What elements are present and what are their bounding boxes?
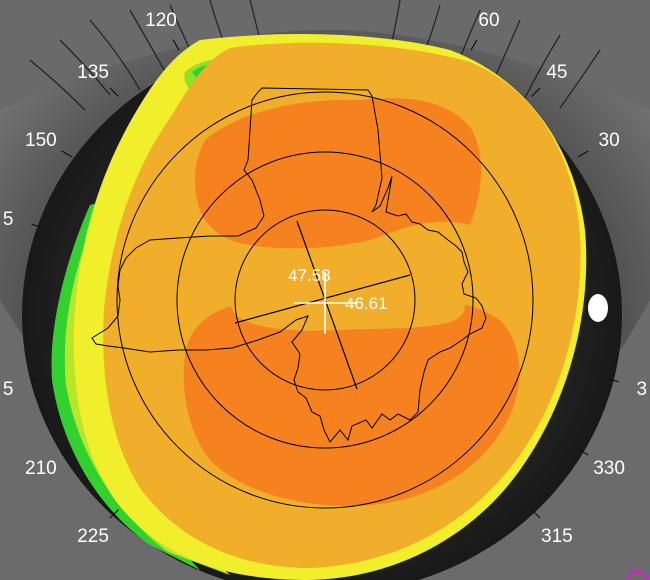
degree-tick (577, 150, 589, 158)
concentric-rings (116, 91, 534, 509)
degree-tick (470, 39, 478, 51)
zone-amber-central (230, 267, 465, 331)
degree-label: 3 (637, 379, 648, 400)
degree-tick (61, 150, 73, 158)
zone-orange-lower (183, 298, 520, 506)
degree-scale: 120 60 135 45 150 30 5 5 3 210 330 225 315 (3, 10, 647, 547)
meridian-axes (234, 220, 411, 390)
ring-middle (176, 151, 474, 449)
degree-tick (31, 223, 44, 228)
degree-label: 150 (25, 130, 57, 151)
curvature-map (51, 34, 587, 580)
degree-label: 315 (541, 526, 573, 547)
degree-tick (577, 448, 589, 456)
steep-axis (296, 220, 358, 390)
degree-tick (109, 87, 119, 97)
flat-k-value: 46.61 (345, 294, 388, 313)
degree-label: 5 (3, 209, 14, 230)
degree-tick (531, 509, 541, 519)
degree-tick (172, 39, 180, 51)
degree-label: 45 (546, 62, 567, 83)
steep-k-value: 47.58 (288, 266, 331, 285)
corner-marker-icon (626, 569, 648, 580)
degree-ticks (31, 39, 619, 519)
degree-tick (61, 448, 73, 456)
degree-label: 225 (77, 526, 109, 547)
ring-outer (116, 91, 534, 509)
ring-inner (234, 209, 416, 391)
degree-tick (531, 87, 541, 97)
degree-label: 5 (3, 379, 14, 400)
reference-outline (91, 87, 487, 443)
degree-label: 210 (25, 458, 57, 479)
degree-tick (606, 378, 619, 383)
degree-label: 135 (77, 62, 109, 83)
degree-tick (31, 378, 44, 383)
degree-label: 60 (478, 10, 499, 31)
degree-tick (109, 509, 119, 519)
flat-axis (234, 274, 411, 324)
zone-orange-upper (194, 98, 482, 249)
degree-label: 30 (599, 130, 620, 151)
degree-label: 120 (145, 10, 177, 31)
degree-label: 330 (593, 458, 625, 479)
crosshair-icon (294, 272, 356, 334)
